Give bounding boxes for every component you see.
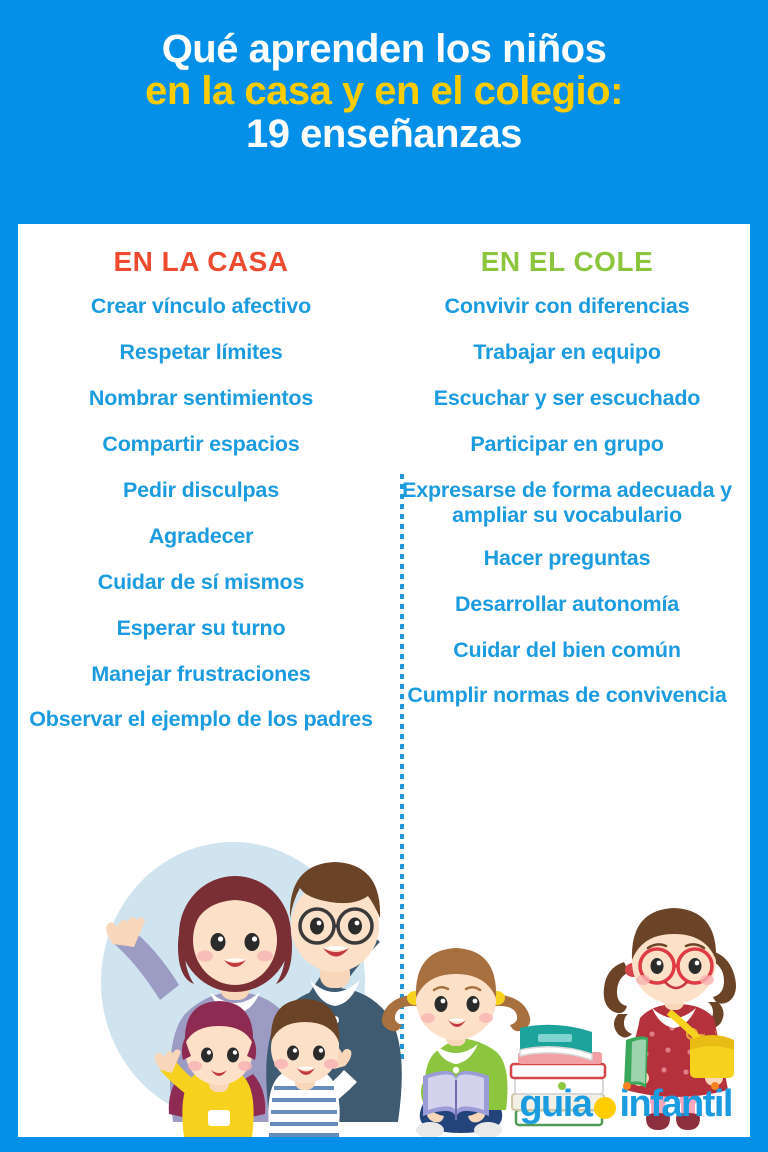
list-item: Esperar su turno (116, 615, 286, 640)
list-item: Crear vínculo afectivo (90, 294, 312, 318)
dotted-divider (400, 474, 404, 1064)
guiainfantil-logo[interactable]: guia infantil (519, 1082, 733, 1125)
list-item: Desarrollar autonomía (454, 591, 679, 616)
list-item: Manejar frustraciones (91, 661, 311, 686)
list-item: Cuidar del bien común (453, 637, 681, 662)
list-en-la-casa: Crear vínculo afectivo Respetar límites … (24, 294, 378, 732)
list-item: Escuchar y ser escuchado (433, 385, 701, 410)
list-item: Convivir con diferencias (444, 294, 690, 318)
heading-en-el-cole: EN EL COLE (480, 246, 654, 277)
heading-en-la-casa: EN LA CASA (113, 246, 289, 277)
reading-girl-illustration (381, 948, 531, 1137)
column-en-el-cole: EN EL COLE Convivir con diferencias Trab… (384, 246, 750, 750)
schoolgirl-illustration (603, 908, 736, 1130)
list-item: Pedir disculpas (123, 477, 279, 502)
column-en-la-casa: EN LA CASA Crear vínculo afectivo Respet… (18, 246, 384, 750)
list-item: Hacer preguntas (483, 545, 651, 570)
list-item: Nombrar sentimientos (88, 385, 314, 410)
title-line-1: Qué aprenden los niños (161, 27, 607, 71)
list-item: Expresarse de forma adecuada y ampliar s… (402, 477, 732, 527)
list-item: Respetar límites (119, 339, 283, 364)
list-item: Cumplir normas de convivencia (407, 683, 727, 708)
content-card: EN LA CASA Crear vínculo afectivo Respet… (18, 224, 750, 1137)
logo-word-guia: guia (519, 1082, 593, 1125)
list-item: Participar en grupo (470, 431, 664, 456)
book-stack-illustration (509, 1024, 607, 1127)
logo-orange-dot-1 (623, 1082, 632, 1090)
two-column-lists: EN LA CASA Crear vínculo afectivo Respet… (18, 224, 750, 750)
logo-orange-dot-2 (711, 1082, 720, 1090)
list-item: Trabajar en equipo (473, 339, 661, 364)
little-girl-figure (154, 1001, 266, 1137)
little-boy-figure (268, 999, 357, 1137)
logo-green-dot (558, 1082, 567, 1090)
list-item: Compartir espacios (102, 431, 300, 456)
list-en-el-cole: Convivir con diferencias Trabajar en equ… (390, 294, 744, 708)
list-item: Cuidar de sí mismos (97, 569, 305, 594)
logo-word-infantil: infantil (619, 1082, 733, 1125)
list-item: Observar el ejemplo de los padres (29, 707, 373, 732)
illustrations-area (18, 822, 750, 1137)
open-book (423, 1070, 489, 1120)
title-line-2: en la casa y en el colegio: (145, 69, 623, 114)
logo-yellow-dot (594, 1097, 617, 1119)
list-item: Agradecer (148, 523, 254, 548)
title-line-3: 19 enseñanzas (246, 111, 522, 156)
poster-header: Qué aprenden los niños en la casa y en e… (0, 0, 768, 169)
